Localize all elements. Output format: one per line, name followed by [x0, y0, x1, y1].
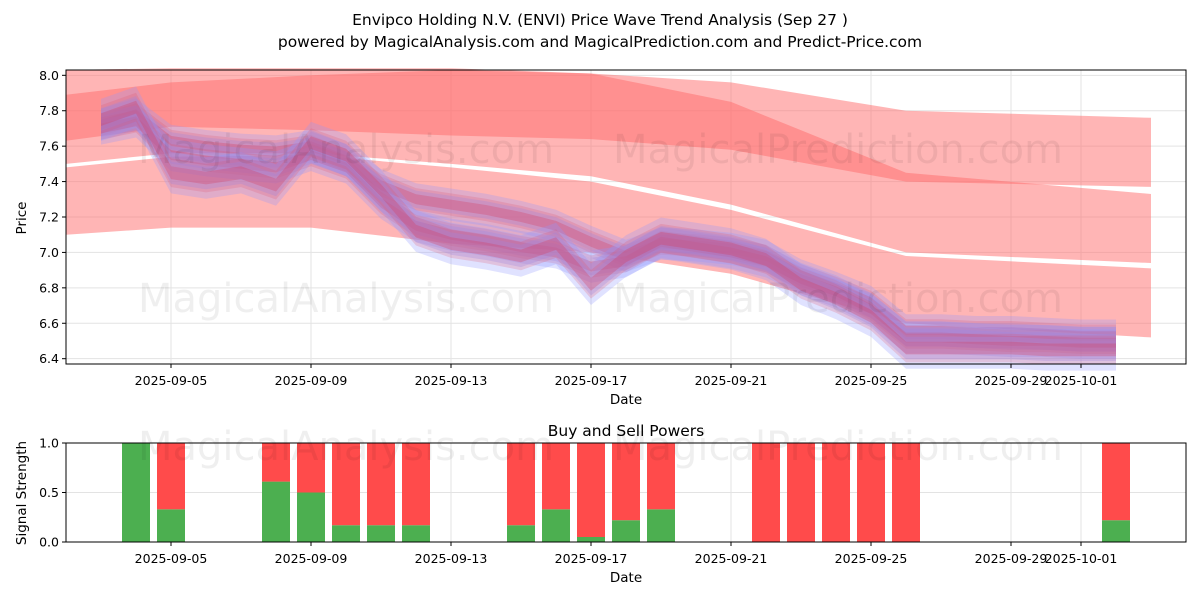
price-y-ticks: 6.4 6.6 6.8 7.0 7.2 7.4 7.6 7.8 8.0: [39, 68, 66, 366]
signal-x-tick-label: 2025-09-21: [695, 551, 768, 566]
price-x-tick-label: 2025-09-21: [695, 373, 768, 388]
price-x-tick-label: 2025-09-17: [555, 373, 628, 388]
forecast-lower-band: [66, 155, 1151, 338]
price-path-red-core: [101, 116, 1116, 348]
price-y-label: Price: [14, 202, 30, 235]
signal-bars: [122, 443, 1130, 542]
watermark-prediction-mid: MagicalPrediction.com: [613, 276, 1063, 322]
watermark-analysis-mid: MagicalAnalysis.com: [138, 276, 554, 322]
chart-title: Envipco Holding N.V. (ENVI) Price Wave T…: [352, 11, 848, 29]
sell-bar: [157, 443, 185, 510]
signal-x-tick-label: 2025-10-01: [1045, 551, 1118, 566]
price-path-blue: [101, 112, 1116, 352]
signal-y-tick-label: 1.0: [39, 436, 59, 451]
sell-bar: [507, 443, 535, 526]
price-x-tick-label: 2025-10-01: [1045, 373, 1118, 388]
buy-bar: [367, 525, 395, 542]
price-y-tick-label: 7.6: [39, 139, 59, 154]
signal-y-tick-label: 0.0: [39, 535, 59, 550]
price-x-tick-label: 2025-09-25: [835, 373, 908, 388]
sell-bar: [577, 443, 605, 537]
price-x-tick-label: 2025-09-13: [415, 373, 488, 388]
price-path-blue: [101, 96, 1116, 361]
signal-x-tick-label: 2025-09-13: [415, 551, 488, 566]
signal-x-ticks: 2025-09-05 2025-09-09 2025-09-13 2025-09-17…: [135, 542, 1118, 566]
price-y-tick-label: 7.2: [39, 210, 59, 225]
price-path-blue-wide: [101, 98, 1116, 352]
chart-subtitle: powered by MagicalAnalysis.com and Magic…: [278, 33, 922, 51]
forecast-bands: [66, 68, 1151, 338]
buy-bar: [647, 509, 675, 542]
sell-bar: [857, 443, 885, 542]
price-path-blue-wide: [101, 86, 1116, 371]
price-x-ticks: 2025-09-05 2025-09-09 2025-09-13 2025-09-17…: [135, 364, 1118, 388]
signal-x-tick-label: 2025-09-29: [975, 551, 1048, 566]
buy-bar: [122, 443, 150, 542]
sell-bar: [892, 443, 920, 542]
buy-bar: [1102, 520, 1130, 542]
signal-y-ticks: 0.0 0.5 1.0: [39, 436, 66, 550]
price-y-tick-label: 6.4: [39, 351, 59, 366]
price-path-red: [101, 103, 1116, 347]
price-y-tick-label: 7.8: [39, 103, 59, 118]
price-path-blue-wide: [101, 105, 1116, 359]
price-paths: [101, 86, 1116, 371]
signal-x-label: Date: [610, 570, 642, 586]
sell-bar: [1102, 443, 1130, 521]
buy-bar: [542, 509, 570, 542]
price-x-tick-label: 2025-09-09: [275, 373, 348, 388]
sell-bar: [332, 443, 360, 526]
signal-y-label: Signal Strength: [14, 441, 30, 545]
sell-bar: [262, 443, 290, 482]
buy-bar: [157, 509, 185, 542]
price-panel: MagicalAnalysis.com MagicalPrediction.co…: [14, 68, 1187, 408]
price-y-tick-label: 6.6: [39, 316, 59, 331]
price-y-tick-label: 8.0: [39, 68, 59, 83]
price-path-red: [101, 92, 1116, 365]
buy-bar: [507, 525, 535, 542]
buy-bar: [297, 492, 325, 542]
signal-x-tick-label: 2025-09-05: [135, 551, 208, 566]
watermark-analysis-bottom: MagicalAnalysis.com: [138, 424, 554, 470]
sell-bar: [612, 443, 640, 521]
sell-bar: [402, 443, 430, 526]
buy-bar: [262, 481, 290, 542]
price-path-red-core: [101, 100, 1116, 357]
sell-bar: [647, 443, 675, 510]
signal-x-tick-label: 2025-09-17: [555, 551, 628, 566]
price-path-red: [101, 110, 1116, 354]
buy-bar: [332, 525, 360, 542]
signal-x-tick-label: 2025-09-25: [835, 551, 908, 566]
buy-bar: [612, 520, 640, 542]
price-path-blue: [101, 105, 1116, 345]
signal-panel: Buy and Sell Powers MagicalAnalysis.com …: [14, 422, 1187, 586]
signal-title: Buy and Sell Powers: [548, 422, 705, 440]
sell-bar: [367, 443, 395, 526]
price-y-tick-label: 6.8: [39, 280, 59, 295]
forecast-mid-band: [66, 68, 1151, 263]
watermark-analysis-top: MagicalAnalysis.com: [138, 127, 554, 173]
price-y-tick-label: 7.4: [39, 174, 59, 189]
watermark-prediction-top: MagicalPrediction.com: [613, 127, 1063, 173]
sell-bar: [787, 443, 815, 542]
sell-bar: [752, 443, 780, 542]
watermark-prediction-bottom: MagicalPrediction.com: [613, 424, 1063, 470]
buy-bar: [402, 525, 430, 542]
signal-x-tick-label: 2025-09-09: [275, 551, 348, 566]
price-path-red-core: [101, 109, 1116, 341]
signal-y-tick-label: 0.5: [39, 485, 59, 500]
sell-bar: [542, 443, 570, 510]
price-x-label: Date: [610, 392, 642, 408]
price-y-tick-label: 7.0: [39, 245, 59, 260]
sell-bar: [822, 443, 850, 542]
buy-bar: [577, 537, 605, 542]
price-x-tick-label: 2025-09-05: [135, 373, 208, 388]
price-x-tick-label: 2025-09-29: [975, 373, 1048, 388]
sell-bar: [297, 443, 325, 493]
